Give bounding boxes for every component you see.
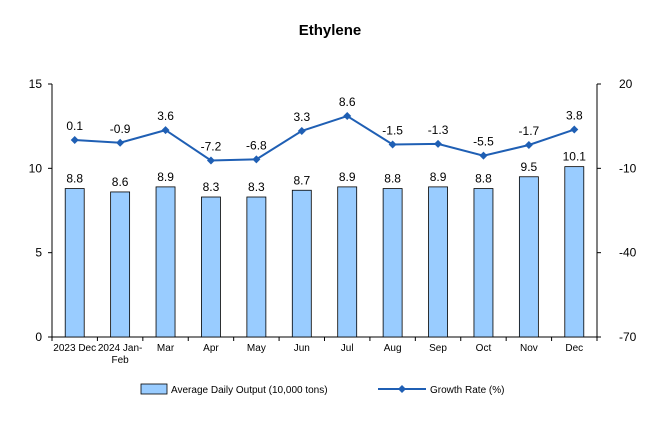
- bar: [201, 196, 221, 338]
- x-category-label: Jun: [294, 343, 310, 354]
- x-category-label: Nov: [520, 343, 538, 354]
- bar-value-label: 8.7: [293, 173, 310, 187]
- bar: [155, 186, 176, 338]
- y-left-tick-label: 5: [35, 246, 42, 260]
- bar-value-label: 8.3: [248, 180, 265, 194]
- growth-marker: [343, 112, 352, 121]
- bar: [110, 191, 131, 338]
- growth-marker: [570, 125, 579, 134]
- bar-value-label: 8.3: [203, 180, 220, 194]
- bar-value-label: 8.9: [339, 170, 356, 184]
- bar: [428, 186, 448, 338]
- growth-value-label: -7.2: [201, 139, 222, 153]
- bar-value-label: 8.9: [157, 170, 174, 184]
- growth-value-label: -1.5: [382, 123, 403, 137]
- growth-marker: [206, 156, 215, 165]
- bar: [337, 186, 358, 338]
- growth-marker: [297, 126, 306, 135]
- bar: [382, 188, 403, 338]
- x-category-label: Apr: [203, 343, 219, 354]
- growth-value-label: -0.9: [110, 122, 131, 136]
- y-left-tick-label: 15: [29, 77, 43, 91]
- growth-marker: [388, 140, 397, 149]
- x-category-label: 2023 Dec: [53, 343, 96, 354]
- growth-value-label: 3.6: [157, 109, 174, 123]
- x-category-label: May: [247, 343, 266, 354]
- growth-marker: [434, 139, 443, 148]
- x-category-label: Mar: [157, 343, 175, 354]
- bar-value-label: 8.6: [112, 175, 129, 189]
- bar: [564, 166, 585, 338]
- growth-marker: [161, 126, 170, 135]
- growth-value-label: -5.5: [473, 135, 494, 149]
- bar-value-label: 8.8: [384, 172, 401, 186]
- growth-marker: [524, 141, 533, 150]
- bar: [473, 188, 494, 338]
- x-category-label: Sep: [429, 343, 447, 354]
- bar-value-label: 10.1: [563, 150, 587, 164]
- bar: [64, 188, 85, 338]
- growth-value-label: 3.8: [566, 109, 583, 123]
- bar: [291, 189, 312, 338]
- growth-value-label: -6.8: [246, 138, 267, 152]
- growth-line: [74, 114, 575, 162]
- y-right-tick-label: 20: [619, 77, 633, 91]
- x-category-label: Jul: [341, 343, 354, 354]
- x-category-label: Dec: [565, 343, 583, 354]
- growth-marker: [70, 135, 79, 144]
- chart-title: Ethylene: [298, 22, 362, 39]
- y-right-tick-label: -10: [619, 161, 637, 175]
- growth-value-label: -1.7: [519, 124, 540, 138]
- x-category-label: 2024 Jan-Feb: [98, 343, 142, 366]
- growth-value-label: 8.6: [339, 95, 356, 109]
- bar-value-label: 8.9: [430, 170, 447, 184]
- y-left-tick-label: 0: [35, 330, 42, 344]
- growth-value-label: -1.3: [428, 123, 449, 137]
- growth-marker: [252, 155, 261, 164]
- growth-marker: [479, 151, 488, 160]
- legend-bar-label: Average Daily Output (10,000 tons): [171, 385, 328, 396]
- growth-value-label: 3.3: [293, 110, 310, 124]
- legend-bar-swatch: [140, 383, 168, 395]
- bar: [518, 176, 539, 338]
- y-left-tick-label: 10: [29, 161, 43, 175]
- growth-value-label: 0.1: [66, 119, 83, 133]
- bar-value-label: 9.5: [521, 160, 538, 174]
- bar-value-label: 8.8: [475, 172, 492, 186]
- legend-line-marker: [398, 385, 406, 393]
- y-right-tick-label: -40: [619, 246, 637, 260]
- x-category-label: Oct: [476, 343, 492, 354]
- bar-value-label: 8.8: [66, 172, 83, 186]
- growth-marker: [116, 138, 125, 147]
- y-right-tick-label: -70: [619, 330, 637, 344]
- bar: [246, 196, 267, 338]
- x-category-label: Aug: [384, 343, 402, 354]
- legend-line-label: Growth Rate (%): [430, 385, 504, 396]
